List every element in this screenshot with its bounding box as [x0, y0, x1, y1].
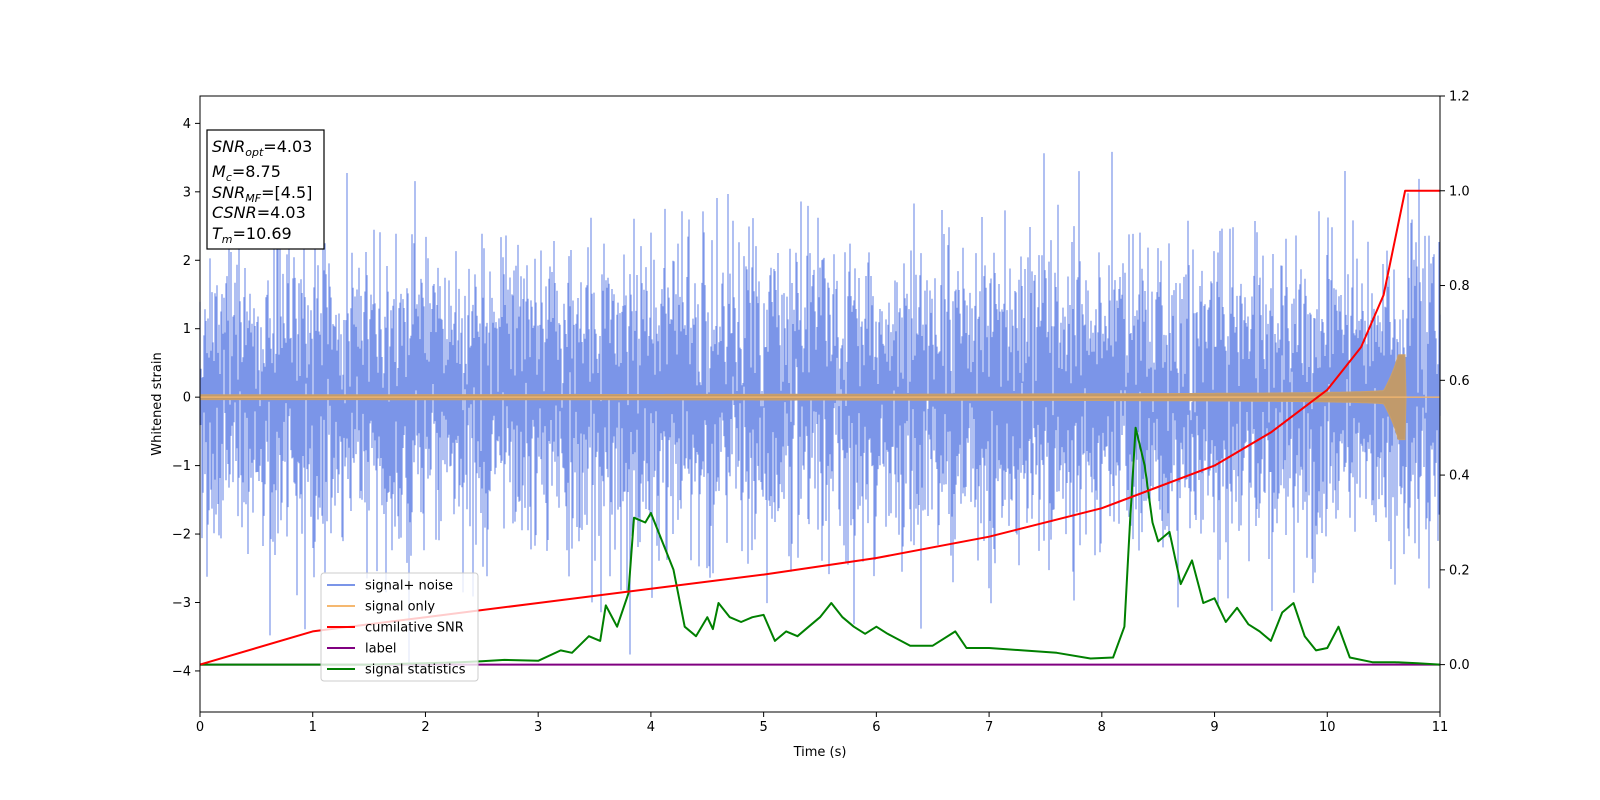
y2-tick-label: 0.0 [1449, 658, 1470, 673]
snr-opt-annotation: SNRopt=4.03 [212, 137, 312, 159]
y2-tick-label: 0.4 [1449, 469, 1470, 484]
snr-mf-annotation: SNRMF=[4.5] [212, 183, 312, 205]
signal-statistics-line [200, 426, 1441, 666]
x-axis-label: Time (s) [793, 745, 847, 760]
y2-tick-label: 0.6 [1449, 374, 1470, 389]
legend-label: signal+ noise [365, 579, 453, 594]
y-tick-label: −2 [172, 528, 191, 543]
y-axis-label: Whitened strain [150, 352, 165, 455]
y-tick-label: 2 [183, 254, 191, 269]
info-box: SNRopt=4.03 Mc=8.75 SNRMF=[4.5] CSNR=4.0… [206, 129, 325, 250]
axis-ticks: 0 1 2 3 4 5 6 7 8 9 10 1143210−1−2−3−41.21.00.80.60… [172, 90, 1470, 736]
y-tick-label: 3 [183, 185, 191, 200]
x-tick-label: 4 [647, 720, 655, 735]
legend: signal+ noise signal only cumilative SNR la… [320, 572, 479, 682]
y-tick-label: 1 [183, 322, 191, 337]
y2-tick-label: 1.2 [1449, 90, 1470, 105]
y-tick-label: −1 [172, 459, 191, 474]
csnr-annotation: CSNR=4.03 [212, 203, 306, 222]
y-tick-label: 4 [183, 117, 191, 132]
y2-tick-label: 0.2 [1449, 563, 1470, 578]
x-tick-label: 7 [985, 720, 993, 735]
x-tick-label: 11 [1432, 720, 1449, 735]
x-tick-label: 2 [421, 720, 429, 735]
plot-frame [199, 95, 1441, 713]
x-tick-label: 10 [1319, 720, 1336, 735]
y-tick-label: −3 [172, 596, 191, 611]
legend-label: signal statistics [365, 663, 466, 678]
tm-annotation: Tm=10.69 [212, 224, 292, 246]
y2-tick-label: 0.8 [1449, 279, 1470, 294]
x-tick-label: 3 [534, 720, 542, 735]
legend-label: cumilative SNR [365, 621, 464, 636]
cumulative-snr-line [199, 189, 1440, 666]
y2-tick-label: 1.0 [1449, 184, 1470, 199]
y-tick-label: 0 [183, 391, 191, 406]
x-tick-label: 5 [759, 720, 767, 735]
legend-label: label [365, 642, 396, 657]
x-tick-label: 6 [872, 720, 880, 735]
x-tick-label: 8 [1098, 720, 1106, 735]
x-tick-label: 9 [1210, 720, 1218, 735]
mc-annotation: Mc=8.75 [212, 162, 281, 184]
legend-label: signal only [365, 600, 435, 615]
x-tick-label: 0 [196, 720, 204, 735]
x-tick-label: 1 [309, 720, 317, 735]
y-tick-label: −4 [172, 664, 191, 679]
